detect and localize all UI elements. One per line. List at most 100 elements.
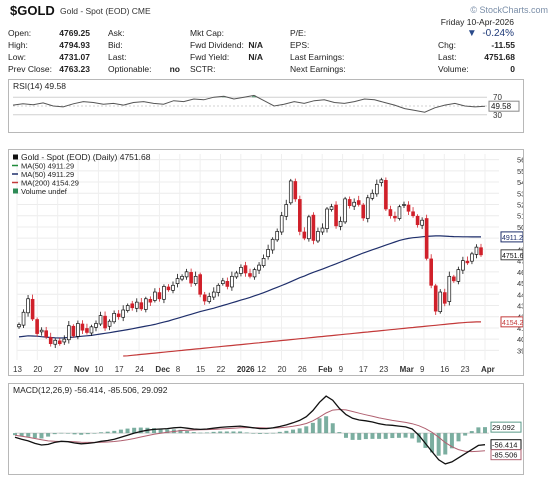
candle [166,286,171,291]
macd-histogram-bar [152,428,157,434]
candle [411,211,415,217]
down-arrow-icon: ▼ [466,28,477,39]
candle [30,298,35,320]
quote-value: N/A [248,52,263,62]
change-pct: -0.24% [482,28,514,39]
price-legend-item: MA(50) 4911.29 [21,162,74,171]
candle [62,338,67,343]
macd-histogram-bar [13,433,17,436]
macd-histogram-bar [26,433,31,437]
candle [433,285,438,312]
candle [298,199,302,232]
macd-histogram-bar [257,433,262,434]
candle [334,204,338,227]
macd-histogram-bar [297,428,302,434]
price-y-tick: 5300 [517,189,523,198]
macd-histogram-bar [112,430,117,434]
candle [252,269,257,278]
candle [261,258,266,267]
symbol-subtitle: Gold - Spot (EOD) CME [60,6,151,16]
macd-histogram-bar [264,433,269,434]
macd-histogram-bar [304,426,309,434]
price-x-tick: Apr [481,365,495,374]
macd-histogram-bar [52,433,57,435]
price-y-tick: 3900 [517,346,523,355]
candle [157,292,162,300]
candle [234,272,239,278]
quote-value: -11.55 [491,40,515,50]
macd-histogram-bar [132,427,137,434]
candle [211,291,216,298]
candle [452,276,456,282]
rsi-tick-label: 30 [493,111,502,120]
macd-histogram-bar [72,433,77,435]
quote-label: Bid: [108,40,123,50]
macd-histogram-bar [370,433,375,439]
candle [189,272,193,284]
macd-histogram-bar [403,433,408,438]
macd-histogram-bar [449,433,454,449]
macd-histogram-bar [436,433,441,456]
candle [171,284,175,291]
candle [343,198,347,223]
candle [148,298,153,303]
price-y-tick: 5400 [517,178,523,187]
price-y-tick: 5100 [517,212,523,221]
candle [139,302,144,310]
price-x-tick: 20 [278,365,287,374]
ma200-line [123,321,481,357]
candle [461,260,465,271]
candle [479,247,483,256]
macd-histogram-bar [191,432,196,434]
price-legend-item: MA(200) 4154.29 [21,179,79,188]
macd-histogram-bar [456,433,461,442]
quote-label: Chg: [438,40,456,50]
price-x-tick: 23 [461,365,470,374]
macd-histogram-bar [46,433,51,437]
candle [134,301,139,309]
macd-histogram-bar [59,432,64,434]
macd-histogram-bar [383,433,388,439]
price-x-tick: Nov [74,365,90,374]
candle [225,281,230,287]
quote-date: Friday 10-Apr-2026 [440,17,514,27]
legend-marker [13,154,18,160]
macd-histogram-bar [138,427,143,434]
candle [103,315,107,329]
candle [279,215,284,233]
candle [447,275,452,302]
quote-value: N/A [248,40,263,50]
price-legend-item: MA(50) 4911.29 [21,170,74,179]
price-x-tick: 8 [176,365,181,374]
quote-value: 0 [510,64,515,74]
symbol-title: $GOLD [10,3,55,18]
candle [216,284,221,293]
candle [26,298,30,314]
candle [257,264,261,271]
price-x-tick: 26 [298,365,307,374]
macd-histogram-bar [410,433,415,439]
macd-histogram-bar [244,432,249,434]
quote-label: SCTR: [190,64,216,74]
candle [442,292,447,304]
price-y-tick: 4300 [517,302,523,311]
candle [356,200,361,205]
quote-label: Mkt Cap: [190,28,225,38]
candle [180,275,184,280]
candle [266,249,270,258]
price-x-tick: 15 [196,365,205,374]
macd-histogram-bar [357,433,362,440]
macd-histogram-bar [118,429,123,434]
macd-histogram-bar [178,429,183,434]
candle [144,298,148,310]
macd-histogram-bar [343,433,348,438]
macd-histogram-bar [363,433,368,440]
source-logo[interactable]: © StockCharts.com [470,5,548,15]
candle [184,271,189,278]
candle [384,180,388,210]
candle [121,309,125,318]
macd-histogram-bar [99,432,104,434]
candle [470,253,474,262]
macd-histogram-bar [211,431,216,434]
quote-label: Low: [8,52,26,62]
